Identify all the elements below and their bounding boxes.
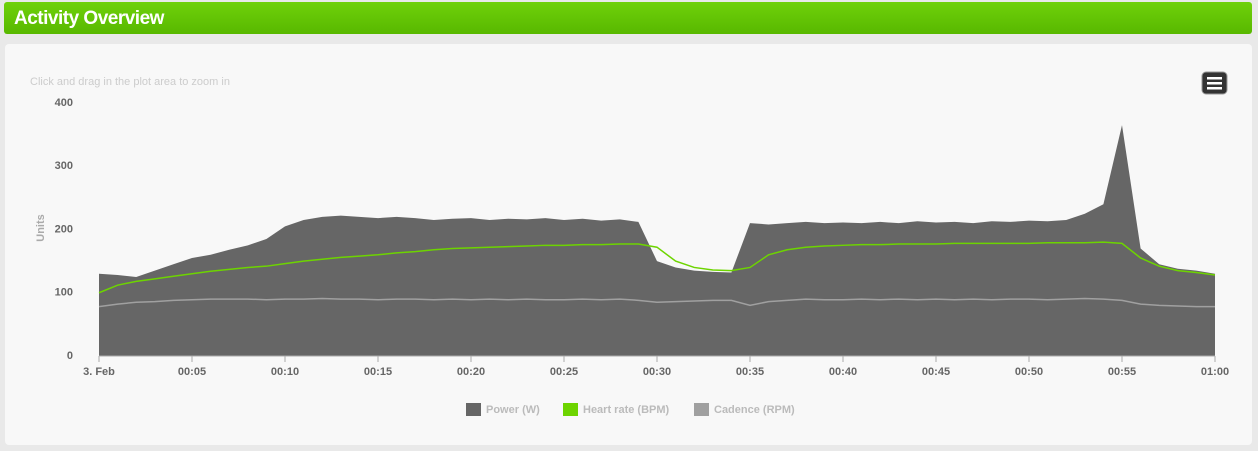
- x-tick-label: 00:30: [643, 366, 671, 378]
- legend-label: Power (W): [486, 404, 540, 416]
- series-line: [98, 297, 1215, 308]
- legend-swatch: [694, 403, 709, 416]
- y-tick-label: 300: [55, 160, 73, 172]
- power-area: [99, 125, 1215, 356]
- header-bar: Activity Overview: [4, 2, 1252, 34]
- x-tick-label: 00:55: [1108, 366, 1136, 378]
- x-tick-label: 00:05: [178, 366, 206, 378]
- x-tick-label: 00:10: [271, 366, 299, 378]
- series-line: [98, 241, 1216, 294]
- legend-label: Cadence (RPM): [714, 404, 795, 416]
- zoom-note: Click and drag in the plot area to zoom …: [30, 76, 230, 88]
- menu-button[interactable]: [1201, 71, 1228, 95]
- x-tick-label: 00:50: [1015, 366, 1043, 378]
- x-tick-label: 00:40: [829, 366, 857, 378]
- legend-swatch: [563, 403, 578, 416]
- y-tick-label: 0: [67, 350, 73, 362]
- header-title: Activity Overview: [14, 8, 164, 29]
- x-tick-label: 3. Feb: [83, 366, 115, 378]
- x-tick-label: 00:45: [922, 366, 950, 378]
- x-tick-label: 00:25: [550, 366, 578, 378]
- y-tick-label: 100: [55, 287, 73, 299]
- y-axis-label: Units: [35, 214, 47, 242]
- legend-label: Heart rate (BPM): [583, 404, 670, 416]
- legend-swatch: [466, 403, 481, 416]
- y-tick-label: 400: [55, 97, 73, 109]
- x-tick-label: 00:20: [457, 366, 485, 378]
- y-tick-label: 200: [55, 223, 73, 235]
- x-tick-label: 00:15: [364, 366, 392, 378]
- x-tick-label: 01:00: [1201, 366, 1229, 378]
- x-tick-label: 00:35: [736, 366, 764, 378]
